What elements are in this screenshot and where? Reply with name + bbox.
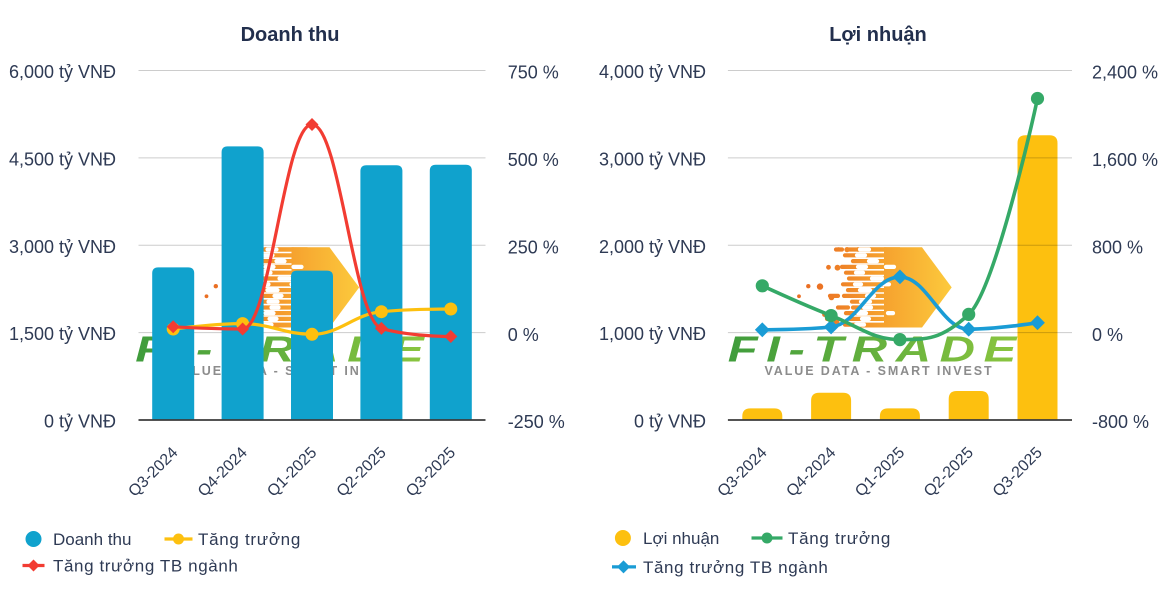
- svg-text:1,000 tỷ VNĐ: 1,000 tỷ VNĐ: [599, 324, 706, 344]
- svg-text:Doanh thu: Doanh thu: [53, 530, 131, 549]
- svg-text:500 %: 500 %: [508, 150, 559, 170]
- svg-text:0 tỷ VNĐ: 0 tỷ VNĐ: [44, 412, 116, 432]
- svg-text:Lợi nhuận: Lợi nhuận: [643, 529, 719, 548]
- svg-text:800 %: 800 %: [1092, 238, 1143, 258]
- svg-text:FI-TRADE: FI-TRADE: [728, 330, 1025, 370]
- svg-text:Tăng trưởng TB ngành: Tăng trưởng TB ngành: [643, 558, 828, 577]
- svg-text:Lợi nhuận: Lợi nhuận: [829, 24, 927, 46]
- svg-text:2,400 %: 2,400 %: [1092, 63, 1158, 83]
- svg-text:0 tỷ VNĐ: 0 tỷ VNĐ: [634, 412, 706, 432]
- svg-text:Tăng trưởng: Tăng trưởng: [198, 530, 301, 549]
- svg-text:Tăng trưởng TB ngành: Tăng trưởng TB ngành: [53, 557, 238, 576]
- svg-text:1,600 %: 1,600 %: [1092, 150, 1158, 170]
- svg-text:0 %: 0 %: [508, 325, 539, 345]
- svg-text:-800 %: -800 %: [1092, 412, 1149, 432]
- svg-text:-250 %: -250 %: [508, 412, 565, 432]
- svg-text:4,000 tỷ VNĐ: 4,000 tỷ VNĐ: [599, 62, 706, 82]
- svg-text:3,000 tỷ VNĐ: 3,000 tỷ VNĐ: [599, 149, 706, 169]
- svg-text:1,500 tỷ VNĐ: 1,500 tỷ VNĐ: [9, 324, 116, 344]
- svg-text:VALUE DATA - SMART INVEST: VALUE DATA - SMART INVEST: [765, 364, 994, 378]
- svg-text:Tăng trưởng: Tăng trưởng: [788, 529, 891, 548]
- svg-text:3,000 tỷ VNĐ: 3,000 tỷ VNĐ: [9, 237, 116, 257]
- svg-text:0 %: 0 %: [1092, 325, 1123, 345]
- svg-text:Doanh thu: Doanh thu: [241, 24, 340, 46]
- svg-text:4,500 tỷ VNĐ: 4,500 tỷ VNĐ: [9, 149, 116, 169]
- svg-text:6,000 tỷ VNĐ: 6,000 tỷ VNĐ: [9, 62, 116, 82]
- svg-text:750 %: 750 %: [508, 63, 559, 83]
- svg-text:250 %: 250 %: [508, 238, 559, 258]
- svg-text:2,000 tỷ VNĐ: 2,000 tỷ VNĐ: [599, 237, 706, 257]
